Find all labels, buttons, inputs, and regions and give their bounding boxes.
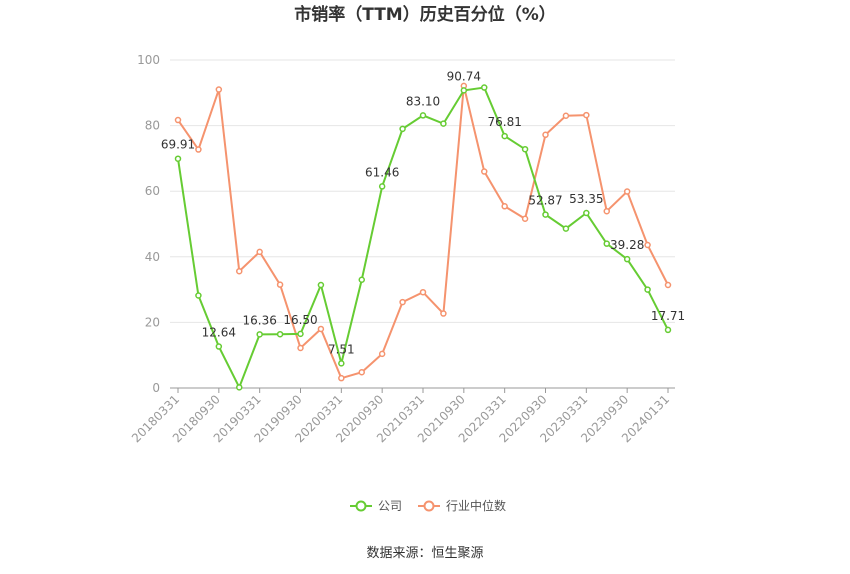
y-tick-label: 80 — [145, 119, 160, 133]
data-point — [338, 374, 345, 382]
data-point — [276, 330, 284, 338]
data-point — [276, 281, 284, 288]
data-point — [215, 86, 223, 93]
data-point — [378, 183, 386, 190]
legend-item-0[interactable]: 公司 — [350, 499, 402, 513]
data-point — [644, 241, 651, 249]
data-point — [481, 168, 488, 175]
data-point — [481, 84, 488, 91]
data-point — [521, 145, 529, 153]
data-point — [440, 310, 447, 317]
data-point — [195, 292, 202, 299]
data-label: 12.64 — [202, 326, 236, 340]
data-point — [583, 209, 590, 217]
data-point — [399, 298, 406, 306]
data-point — [419, 288, 427, 296]
legend-label: 行业中位数 — [446, 498, 506, 513]
data-point — [521, 215, 529, 223]
legend[interactable]: 公司 行业中位数 — [350, 498, 506, 513]
data-label: 39.28 — [610, 238, 644, 252]
data-point — [358, 276, 365, 284]
y-tick-label: 0 — [152, 381, 160, 395]
data-label: 16.36 — [242, 313, 276, 327]
data-point — [542, 211, 549, 218]
data-labels: 69.91 12.64 16.36 16.50 7.51 61.46 83.10 90.74 7… — [161, 69, 685, 356]
y-tick-label: 20 — [145, 315, 160, 329]
data-point — [256, 248, 263, 256]
data-label: 52.87 — [528, 194, 562, 208]
data-label: 83.10 — [406, 94, 440, 108]
series-line-0 — [177, 86, 669, 390]
data-point — [195, 146, 202, 153]
data-point — [440, 120, 447, 127]
data-point — [297, 344, 304, 352]
data-point — [623, 255, 631, 263]
data-point — [215, 343, 223, 350]
data-point — [644, 286, 651, 293]
data-point — [236, 267, 243, 275]
source-note: 数据来源：恒生聚源 — [366, 546, 483, 561]
data-label: 53.35 — [569, 192, 603, 206]
data-point — [603, 207, 610, 215]
data-point — [338, 360, 345, 367]
legend-label: 公司 — [378, 499, 402, 513]
data-point — [501, 203, 508, 210]
data-label: 61.46 — [365, 165, 399, 179]
data-point — [460, 87, 468, 94]
x-axis: 2018033120180930201903312019093020200331… — [129, 387, 675, 445]
data-label: 7.51 — [328, 342, 355, 356]
data-point — [317, 325, 325, 333]
y-tick-label: 40 — [145, 250, 160, 264]
data-point — [562, 225, 570, 232]
data-point — [256, 331, 263, 338]
data-point — [542, 131, 549, 139]
data-point — [664, 281, 672, 289]
data-point — [174, 116, 182, 124]
data-point — [174, 155, 182, 162]
series-lines — [177, 85, 669, 390]
data-label: 17.71 — [651, 309, 685, 323]
series-line-1 — [177, 85, 669, 380]
data-point — [419, 112, 427, 119]
series-points — [174, 82, 672, 391]
data-point — [236, 384, 243, 391]
data-point — [562, 112, 570, 120]
legend-marker — [423, 500, 435, 512]
data-point — [378, 350, 386, 358]
y-tick-label: 100 — [137, 53, 160, 67]
data-point — [583, 111, 590, 119]
data-label: 16.50 — [283, 313, 317, 327]
data-point — [603, 240, 610, 247]
data-point — [358, 369, 365, 376]
data-point — [297, 330, 304, 338]
data-label: 76.81 — [487, 115, 521, 129]
y-axis-ticks: 0 20 40 60 80 100 — [137, 53, 160, 395]
data-point — [501, 132, 508, 140]
data-point — [623, 188, 631, 195]
data-label: 69.91 — [161, 138, 195, 152]
data-point — [664, 326, 672, 334]
data-label: 90.74 — [447, 69, 481, 83]
y-tick-label: 60 — [145, 184, 160, 198]
chart-title: 市销率（TTM）历史百分位（%） — [294, 4, 556, 25]
legend-item-1[interactable]: 行业中位数 — [418, 498, 506, 513]
data-point — [317, 281, 325, 289]
legend-marker — [355, 500, 367, 512]
data-point — [399, 125, 406, 133]
